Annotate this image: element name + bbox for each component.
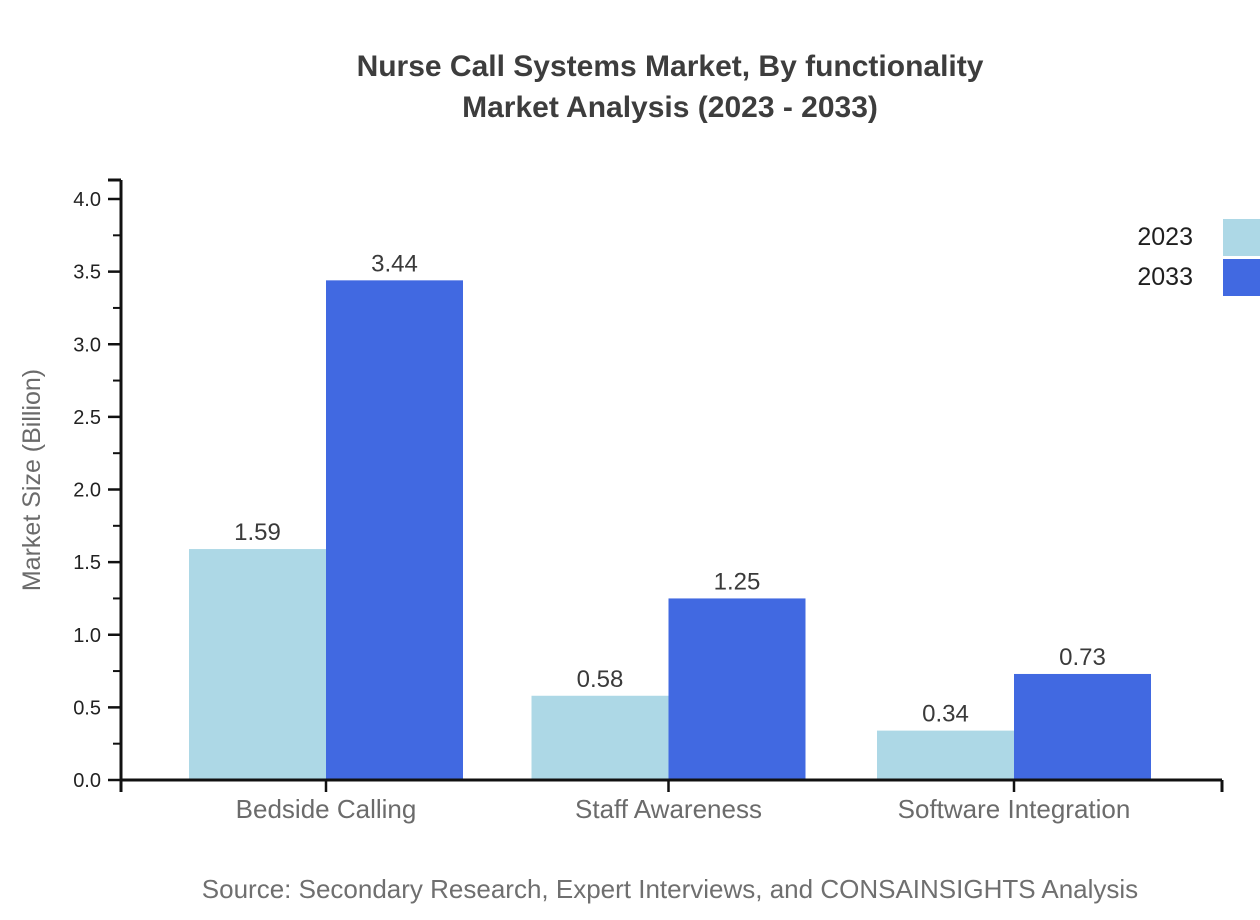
- y-tick-label-1-5: 1.5: [73, 552, 101, 574]
- legend-swatch-2023: [1223, 219, 1260, 256]
- chart-title-line1: Nurse Call Systems Market, By functional…: [356, 50, 984, 83]
- value-label-2033-software-integration: 0.73: [1059, 644, 1106, 671]
- legend-item-2033: 2033: [1137, 259, 1260, 296]
- value-label-2023-bedside-calling: 1.59: [234, 519, 281, 546]
- value-label-2033-bedside-calling: 3.44: [371, 250, 418, 277]
- y-tick-label-1-0: 1.0: [73, 625, 101, 647]
- source-note: Source: Secondary Research, Expert Inter…: [201, 874, 1139, 904]
- bar-2023-software-integration: [877, 730, 1014, 780]
- y-axis-title: Market Size (Billion): [18, 369, 46, 591]
- y-tick-label-0-5: 0.5: [73, 697, 101, 719]
- legend-label-2023: 2023: [1137, 223, 1193, 251]
- legend: 2023 2033: [1137, 219, 1260, 296]
- y-tick-label-0-0: 0.0: [73, 770, 101, 792]
- legend-label-2033: 2033: [1137, 263, 1193, 291]
- y-tick-label-2-5: 2.5: [73, 407, 101, 429]
- y-tick-label-3-5: 3.5: [73, 262, 101, 284]
- bar-2033-bedside-calling: [326, 280, 463, 780]
- bar-2033-staff-awareness: [668, 598, 806, 780]
- y-tick-label-2-0: 2.0: [73, 480, 101, 502]
- y-tick-label-3-0: 3.0: [73, 334, 101, 356]
- legend-item-2023: 2023: [1137, 219, 1260, 256]
- x-category-label-staff-awareness: Staff Awareness: [575, 794, 762, 824]
- bar-2023-staff-awareness: [531, 695, 669, 780]
- chart-title: Nurse Call Systems Market, By functional…: [80, 46, 1260, 128]
- x-category-label-bedside-calling: Bedside Calling: [236, 794, 417, 824]
- legend-swatch-2033: [1223, 259, 1260, 296]
- value-label-2033-staff-awareness: 1.25: [714, 568, 761, 595]
- x-category-label-software-integration: Software Integration: [898, 794, 1131, 824]
- value-label-2023-software-integration: 0.34: [922, 701, 969, 728]
- bar-2033-software-integration: [1014, 673, 1151, 780]
- chart-title-line2: Market Analysis (2023 - 2033): [462, 91, 878, 124]
- bar-2023-bedside-calling: [189, 549, 326, 780]
- value-label-2023-staff-awareness: 0.58: [577, 666, 624, 693]
- y-tick-label-4-0: 4.0: [73, 189, 101, 211]
